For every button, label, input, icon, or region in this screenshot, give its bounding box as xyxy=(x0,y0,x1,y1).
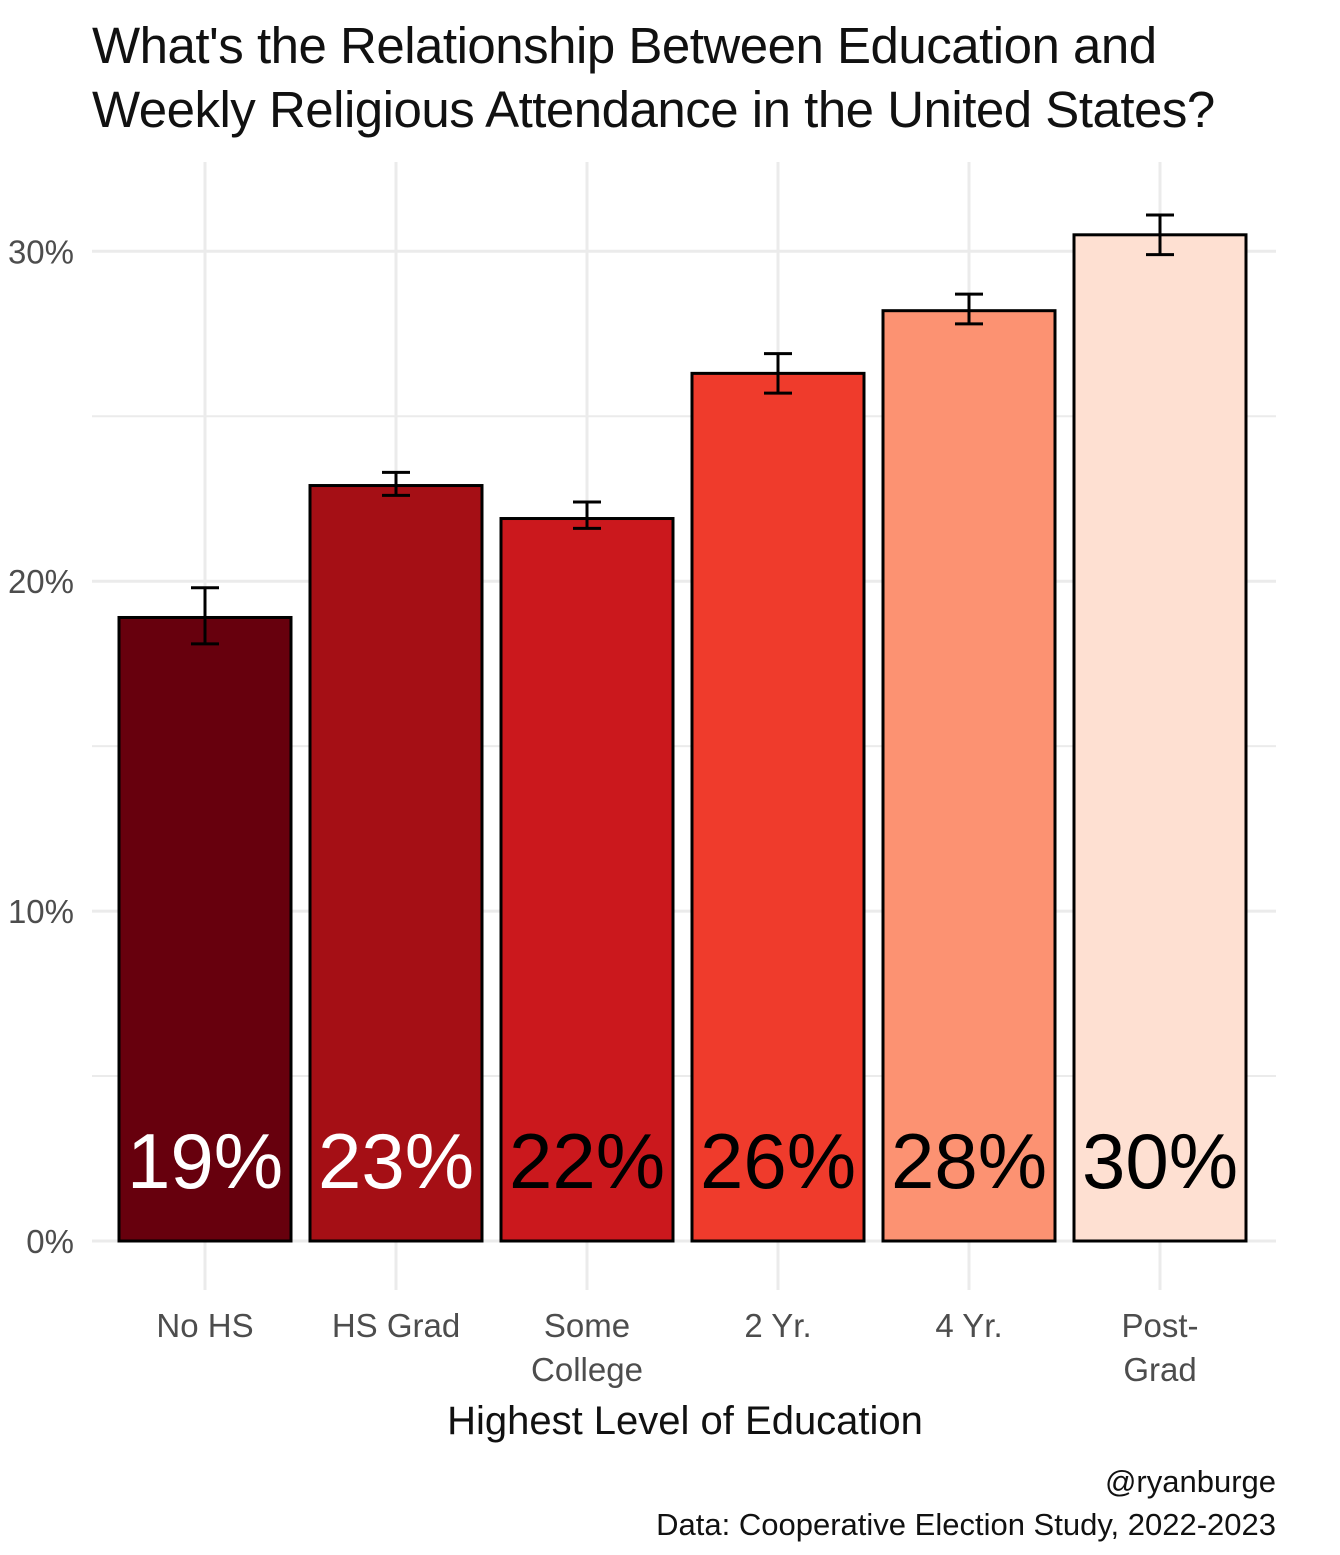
chart-title-line-2: Weekly Religious Attendance in the Unite… xyxy=(92,81,1215,138)
chart-title: What's the Relationship Between Educatio… xyxy=(92,14,1312,142)
caption: @ryanburge Data: Cooperative Election St… xyxy=(656,1464,1276,1542)
bar xyxy=(308,484,484,1243)
error-bar xyxy=(191,586,219,646)
bar-value-label: 28% xyxy=(891,1117,1047,1205)
x-tick-label: Grad xyxy=(1123,1351,1196,1388)
bar xyxy=(881,309,1057,1243)
caption-handle: @ryanburge xyxy=(1105,1464,1276,1499)
caption-source: Data: Cooperative Election Study, 2022-2… xyxy=(656,1507,1276,1542)
y-tick-label: 30% xyxy=(8,233,74,270)
error-bar xyxy=(573,500,601,530)
chart-title-line-1: What's the Relationship Between Educatio… xyxy=(92,17,1157,74)
bar-value-label: 22% xyxy=(509,1117,665,1205)
bar-value-label: 30% xyxy=(1082,1117,1238,1205)
error-bar xyxy=(1146,213,1174,257)
y-axis-ticks: 0% 10% 20% 30% xyxy=(8,233,74,1260)
bar-value-labels: 19% 23% 22% 26% 28% 30% xyxy=(127,1117,1238,1205)
x-tick-label: 4 Yr. xyxy=(935,1307,1002,1344)
y-tick-label: 0% xyxy=(26,1223,74,1260)
error-bar xyxy=(382,470,410,497)
error-bar xyxy=(764,352,792,395)
x-axis-ticks: No HS HS Grad Some College 2 Yr. 4 Yr. Post- Gr… xyxy=(156,1268,1199,1388)
x-tick-label: No HS xyxy=(156,1307,253,1344)
x-tick-label: 2 Yr. xyxy=(744,1307,811,1344)
bar-value-label: 19% xyxy=(127,1117,283,1205)
bar xyxy=(690,371,866,1243)
x-tick-label: HS Grad xyxy=(332,1307,460,1344)
bar xyxy=(1072,233,1248,1243)
bars xyxy=(117,233,1248,1243)
x-tick-label: Post- xyxy=(1121,1307,1198,1344)
error-bars xyxy=(191,213,1174,646)
bar-value-label: 23% xyxy=(318,1117,474,1205)
bar-value-label: 26% xyxy=(700,1117,856,1205)
error-bar xyxy=(955,292,983,326)
x-tick-label: Some xyxy=(544,1307,630,1344)
y-tick-label: 10% xyxy=(8,893,74,930)
bar xyxy=(499,517,675,1243)
y-tick-label: 20% xyxy=(8,563,74,600)
x-tick-label: College xyxy=(531,1351,643,1388)
x-axis-title: Highest Level of Education xyxy=(447,1399,923,1443)
